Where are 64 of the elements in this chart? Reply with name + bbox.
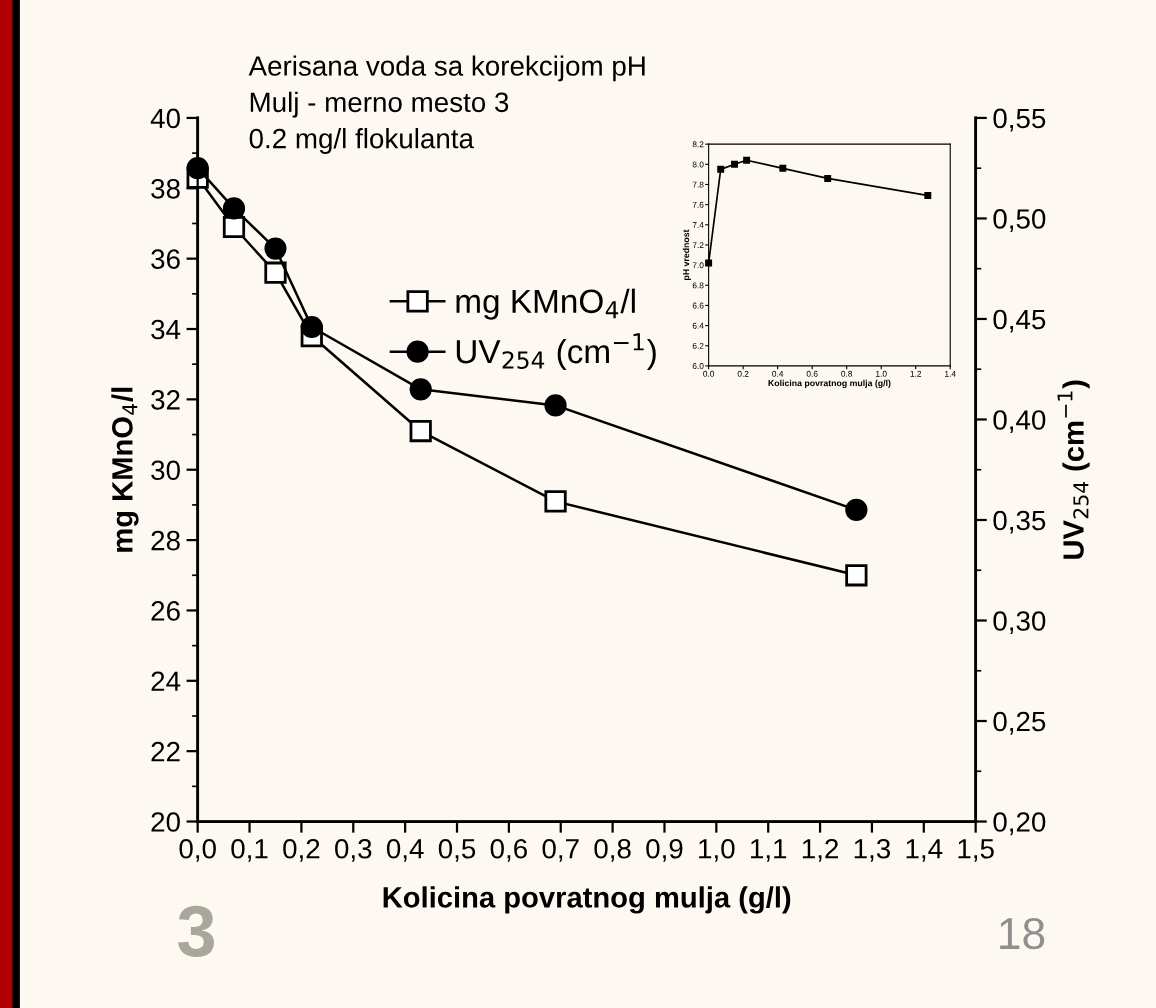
y-tick-label: 34 [151, 319, 181, 340]
point [264, 237, 287, 260]
legend-label: mg KMnO$_{4}$/l [456, 288, 635, 320]
text: Aerisana voda sa korekcijom pH [248, 55, 645, 82]
x-tick-label: 0,9 [646, 838, 683, 862]
x-tick-label: 0,8 [594, 838, 631, 862]
point [717, 165, 725, 173]
x-tick-label: 0,2 [283, 838, 320, 862]
x-tick-label: 1,3 [854, 838, 891, 862]
x-axis-title: Kolicina povratnog mulja (g/l) [383, 886, 791, 914]
y-tick-label: 28 [151, 530, 180, 551]
point [409, 378, 432, 401]
text: Mulj - merno mesto 3 [250, 91, 509, 118]
x-tick-label: 0,3 [335, 838, 372, 862]
y2-tick-label: 0,40 [993, 410, 1046, 434]
point [845, 564, 868, 587]
legend-label: UV$_{254}$ (cm$^{−1}$) [456, 333, 656, 370]
y-tick-label: 30 [151, 460, 180, 481]
y2-axis-title: UV$_{254}$ (cm$^{−1}$) [1057, 380, 1090, 559]
y2-tick-label: 0,35 [993, 510, 1046, 534]
y2-tick-label: 0,50 [993, 209, 1046, 233]
point [924, 192, 932, 200]
x-tick-label: 1,1 [751, 839, 787, 862]
x-tick-label: 0,1 [231, 838, 268, 862]
point [409, 419, 432, 443]
text: 3 [178, 905, 214, 957]
y-tick-label: 20 [151, 812, 180, 832]
x-tick-label: 0,4 [386, 838, 424, 862]
annotation: 0.2 mg/l flokulanta [249, 128, 474, 154]
point [186, 157, 209, 180]
point [544, 394, 567, 417]
x-tick-label: 0,7 [542, 838, 579, 862]
y-tick-label: 22 [151, 741, 180, 762]
x-tick-label: 1,0 [699, 838, 735, 862]
point [779, 164, 787, 172]
point [222, 197, 246, 220]
point [544, 490, 567, 513]
point [222, 215, 246, 239]
y2-tick-label: 0,55 [993, 108, 1046, 132]
point [264, 261, 287, 284]
y-tick-label: 36 [151, 249, 180, 269]
text: 18 [1000, 917, 1045, 950]
y-tick-label: 26 [151, 601, 180, 621]
y2-tick-label: 0,30 [993, 611, 1046, 635]
y-tick-label: 40 [150, 108, 180, 129]
point [743, 156, 751, 164]
y-tick-label: 24 [151, 671, 181, 691]
y-tick-label: 38 [151, 178, 180, 199]
point [300, 315, 323, 339]
y2-tick-label: 0,25 [993, 711, 1046, 735]
y2-tick-label: 0,45 [993, 309, 1046, 333]
y2-tick-label: 0,20 [993, 812, 1046, 836]
x-tick-label: 0,0 [179, 838, 216, 862]
y-tick-label: 32 [151, 390, 180, 410]
point [731, 160, 738, 168]
x-tick-label: 0,5 [438, 838, 476, 862]
x-tick-label: 0,6 [490, 838, 527, 862]
y-axis-title: mg KMnO$_{4}$/l [111, 387, 139, 552]
point [824, 174, 832, 182]
x-tick-label: 1,5 [958, 839, 994, 862]
x-tick-label: 1,4 [906, 839, 943, 862]
point [845, 498, 868, 522]
x-tick-label: 1,2 [802, 838, 838, 862]
point [705, 259, 713, 267]
